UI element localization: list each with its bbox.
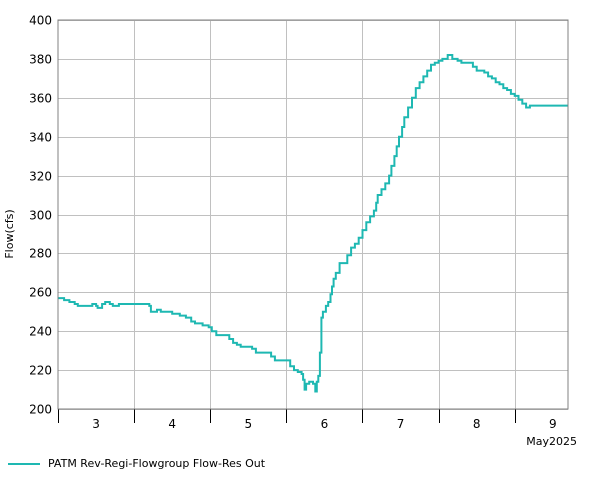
y-tick-label: 200 [29, 403, 52, 417]
series-line [58, 54, 568, 393]
x-tick-label: 3 [92, 417, 100, 431]
y-tick-label: 220 [29, 364, 52, 378]
x-tick-label: 6 [321, 417, 329, 431]
y-tick-labels: 200 220 240 260 280 300 320 340 360 380 400 [29, 14, 52, 417]
y-tick-label: 320 [29, 170, 52, 184]
y-axis-label: Flow(cfs) [3, 209, 16, 258]
y-tick-label: 400 [29, 14, 52, 28]
x-tick-label: 4 [168, 417, 176, 431]
y-tick-label: 240 [29, 325, 52, 339]
x-month-label: May2025 [526, 435, 577, 448]
y-tick-label: 360 [29, 92, 52, 106]
y-tick-label: 260 [29, 286, 52, 300]
plot-frame [57, 19, 569, 410]
series-group [58, 54, 568, 393]
y-tick-label: 300 [29, 209, 52, 223]
x-tick-label: 9 [549, 417, 557, 431]
legend-swatch [8, 462, 40, 465]
legend-label: PATM Rev-Regi-Flowgroup Flow-Res Out [48, 457, 266, 470]
x-axis-ticks [58, 409, 516, 423]
x-tick-label: 5 [244, 417, 252, 431]
x-tick-labels: 3 4 5 6 7 8 9 [92, 417, 556, 431]
x-tick-label: 8 [473, 417, 481, 431]
y-tick-label: 280 [29, 247, 52, 261]
legend: PATM Rev-Regi-Flowgroup Flow-Res Out [8, 457, 265, 470]
y-tick-label: 340 [29, 131, 52, 145]
x-tick-label: 7 [397, 417, 405, 431]
y-tick-label: 380 [29, 53, 52, 67]
